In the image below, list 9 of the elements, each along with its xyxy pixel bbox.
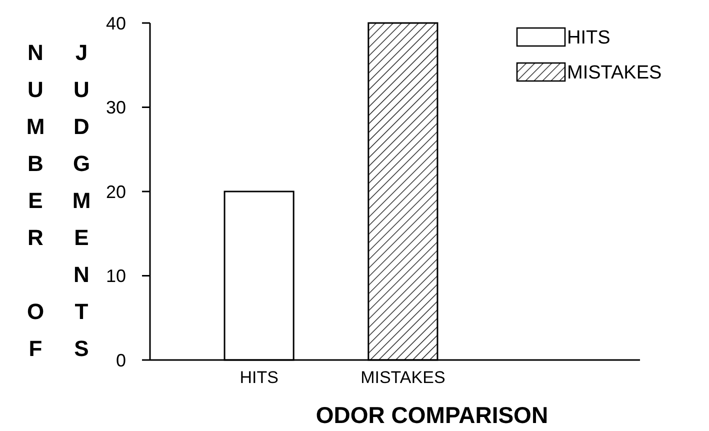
- y-tick-label: 40: [106, 13, 126, 34]
- y-tick-label: 10: [106, 266, 126, 286]
- y-axis-title: NUMBER OF JUDGMENTS: [22, 40, 95, 375]
- legend-label: HITS: [567, 28, 610, 49]
- legend-label: MISTAKES: [567, 62, 662, 84]
- x-axis-title: ODOR COMPARISON: [316, 402, 548, 428]
- y-tick-label: 30: [106, 98, 126, 118]
- y-tick-label: 20: [106, 182, 126, 202]
- y-tick-label: 0: [116, 350, 126, 370]
